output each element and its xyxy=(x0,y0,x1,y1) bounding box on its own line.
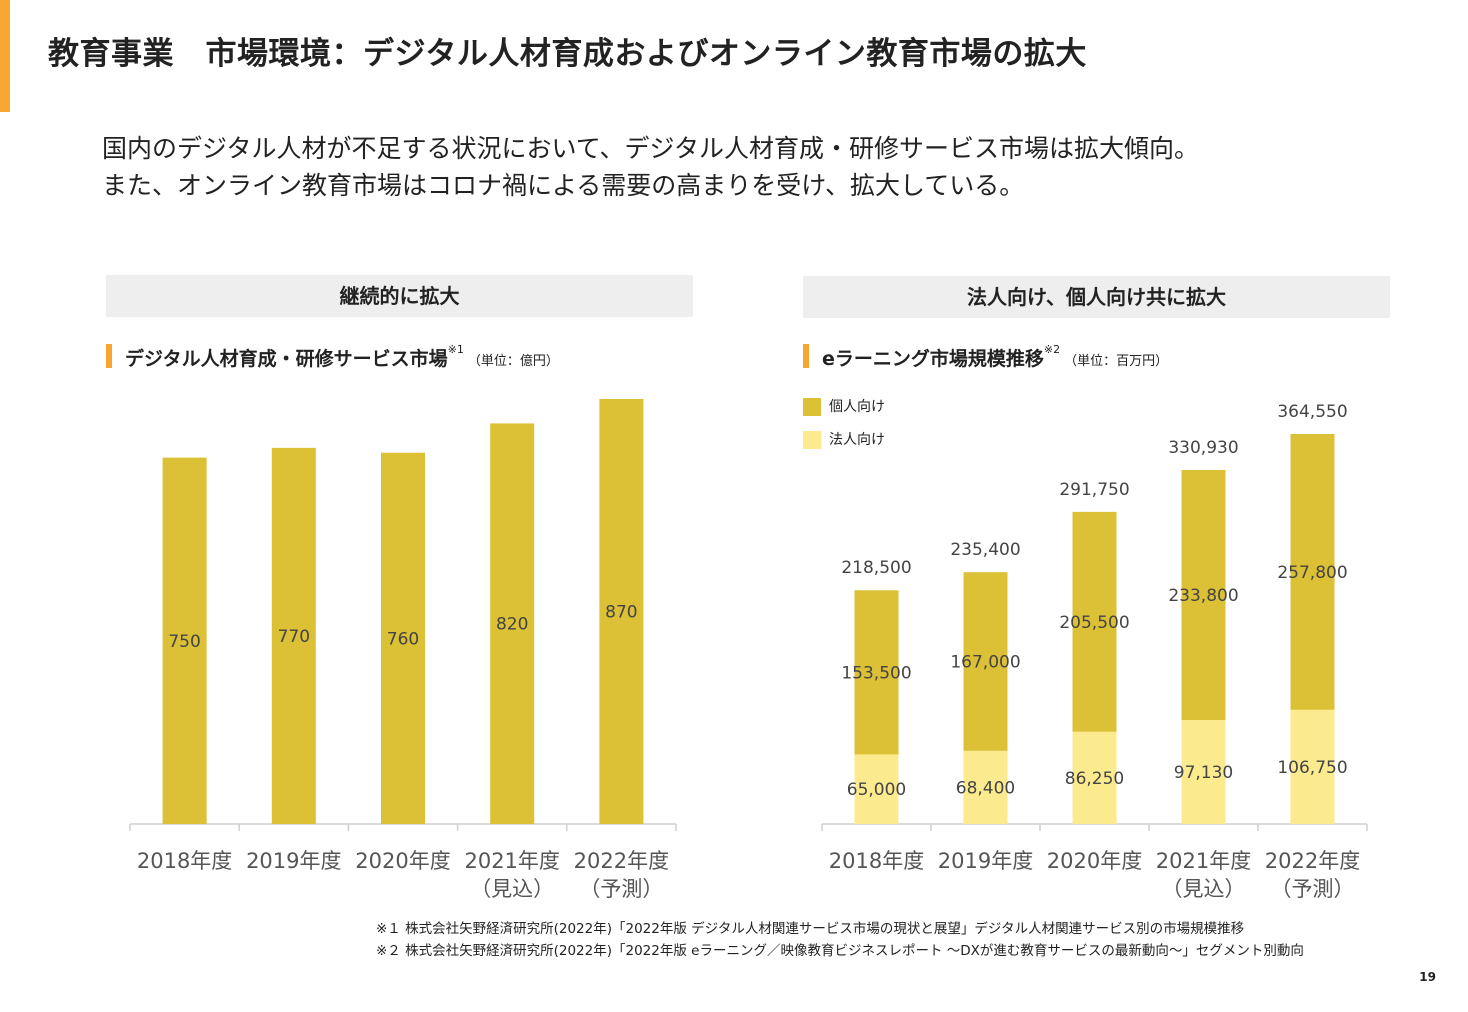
legend-swatch-individual xyxy=(803,398,821,416)
left-chart-note-mark: ※1 xyxy=(447,343,464,356)
bar-segment-corporate xyxy=(1290,709,1335,824)
left-x-tick-label: 2019年度 xyxy=(246,849,341,873)
right-x-tick-label: 2019年度 xyxy=(938,849,1033,873)
legend-label-corporate: 法人向け xyxy=(829,432,885,448)
bar xyxy=(490,423,535,824)
total-value-label: 330,930 xyxy=(1168,438,1238,458)
bar-segment-individual xyxy=(1290,434,1335,710)
bar-value-label: 870 xyxy=(605,603,637,623)
lead-line-2: また、オンライン教育市場はコロナ禍による需要の高まりを受け、拡大している。 xyxy=(102,171,1025,200)
right-chart-unit: （単位：百万円） xyxy=(1064,354,1169,369)
bar-segment-corporate xyxy=(963,750,1008,824)
bar-value-label: 820 xyxy=(496,615,528,635)
bar-segment-individual xyxy=(963,572,1008,751)
bar xyxy=(271,447,316,824)
bar-segment-corporate xyxy=(1181,720,1226,824)
legend-item-corporate: 法人向け xyxy=(803,430,885,463)
corporate-value-label: 97,130 xyxy=(1174,763,1233,783)
bar-segment-individual xyxy=(854,590,899,755)
lead-text: 国内のデジタル人材が不足する状況において、デジタル人材育成・研修サービス市場は拡… xyxy=(102,130,1199,204)
corporate-value-label: 86,250 xyxy=(1065,769,1124,789)
left-chart-subtitle: デジタル人材育成・研修サービス市場※1（単位：億円） xyxy=(106,343,559,371)
individual-value-label: 167,000 xyxy=(950,652,1020,672)
right-x-tick-label: （見込） xyxy=(1162,877,1246,901)
bar xyxy=(381,452,425,824)
left-x-tick-label: 2018年度 xyxy=(137,849,232,873)
individual-value-label: 153,500 xyxy=(841,663,911,683)
bar-segment-corporate xyxy=(1072,731,1117,824)
bar-segment-individual xyxy=(1181,469,1226,721)
total-value-label: 364,550 xyxy=(1277,402,1347,422)
left-chart-subtitle-text: デジタル人材育成・研修サービス市場 xyxy=(125,348,448,370)
right-chart-note-mark: ※2 xyxy=(1043,343,1061,356)
bar xyxy=(599,399,644,824)
bar-value-label: 760 xyxy=(387,629,419,649)
left-x-tick-label: 2020年度 xyxy=(355,849,450,873)
title-accent-bar xyxy=(0,0,10,112)
page-title: 教育事業 市場環境：デジタル人材育成およびオンライン教育市場の拡大 xyxy=(48,36,1087,72)
right-chart-subtitle-text: eラーニング市場規模推移 xyxy=(822,348,1044,370)
bar-segment-individual xyxy=(1072,511,1117,732)
individual-value-label: 205,500 xyxy=(1059,613,1129,633)
individual-value-label: 233,800 xyxy=(1168,586,1238,606)
bar-value-label: 750 xyxy=(168,632,200,652)
corporate-value-label: 65,000 xyxy=(847,780,906,800)
bar-segment-corporate xyxy=(854,754,899,824)
page-number: 19 xyxy=(1419,970,1436,984)
corporate-value-label: 106,750 xyxy=(1277,758,1347,778)
right-chart-legend: 個人向け 法人向け xyxy=(803,397,885,463)
right-x-tick-label: 2022年度 xyxy=(1265,849,1360,873)
right-x-tick-label: 2018年度 xyxy=(829,849,924,873)
footnotes: ※１ 株式会社矢野経済研究所(2022年)「2022年版 デジタル人材関連サービ… xyxy=(376,918,1304,962)
footnote-1: ※１ 株式会社矢野経済研究所(2022年)「2022年版 デジタル人材関連サービ… xyxy=(376,921,1245,937)
bar xyxy=(162,457,207,824)
corporate-value-label: 68,400 xyxy=(956,778,1015,798)
left-chart-unit: （単位：億円） xyxy=(467,354,559,369)
left-x-tick-label: 2022年度 xyxy=(574,849,669,873)
legend-item-individual: 個人向け xyxy=(803,397,885,430)
lead-line-1: 国内のデジタル人材が不足する状況において、デジタル人材育成・研修サービス市場は拡… xyxy=(102,134,1200,163)
left-x-tick-label: （見込） xyxy=(470,877,554,901)
right-x-tick-label: （予測） xyxy=(1271,877,1355,901)
right-chart-subtitle: eラーニング市場規模推移※2（単位：百万円） xyxy=(803,343,1168,371)
total-value-label: 235,400 xyxy=(950,540,1020,560)
individual-value-label: 257,800 xyxy=(1277,563,1347,583)
right-x-tick-label: 2021年度 xyxy=(1156,849,1251,873)
legend-swatch-corporate xyxy=(803,431,821,449)
right-x-tick-label: 2020年度 xyxy=(1047,849,1142,873)
right-panel-heading: 法人向け、個人向け共に拡大 xyxy=(803,276,1390,318)
total-value-label: 291,750 xyxy=(1059,480,1129,500)
left-panel-heading: 継続的に拡大 xyxy=(106,275,693,317)
legend-label-individual: 個人向け xyxy=(829,399,885,415)
bar-value-label: 770 xyxy=(278,627,310,647)
left-x-tick-label: （予測） xyxy=(579,877,663,901)
left-x-tick-label: 2021年度 xyxy=(464,849,559,873)
total-value-label: 218,500 xyxy=(841,558,911,578)
footnote-2: ※２ 株式会社矢野経済研究所(2022年)「2022年版 eラーニング／映像教育… xyxy=(376,943,1304,959)
